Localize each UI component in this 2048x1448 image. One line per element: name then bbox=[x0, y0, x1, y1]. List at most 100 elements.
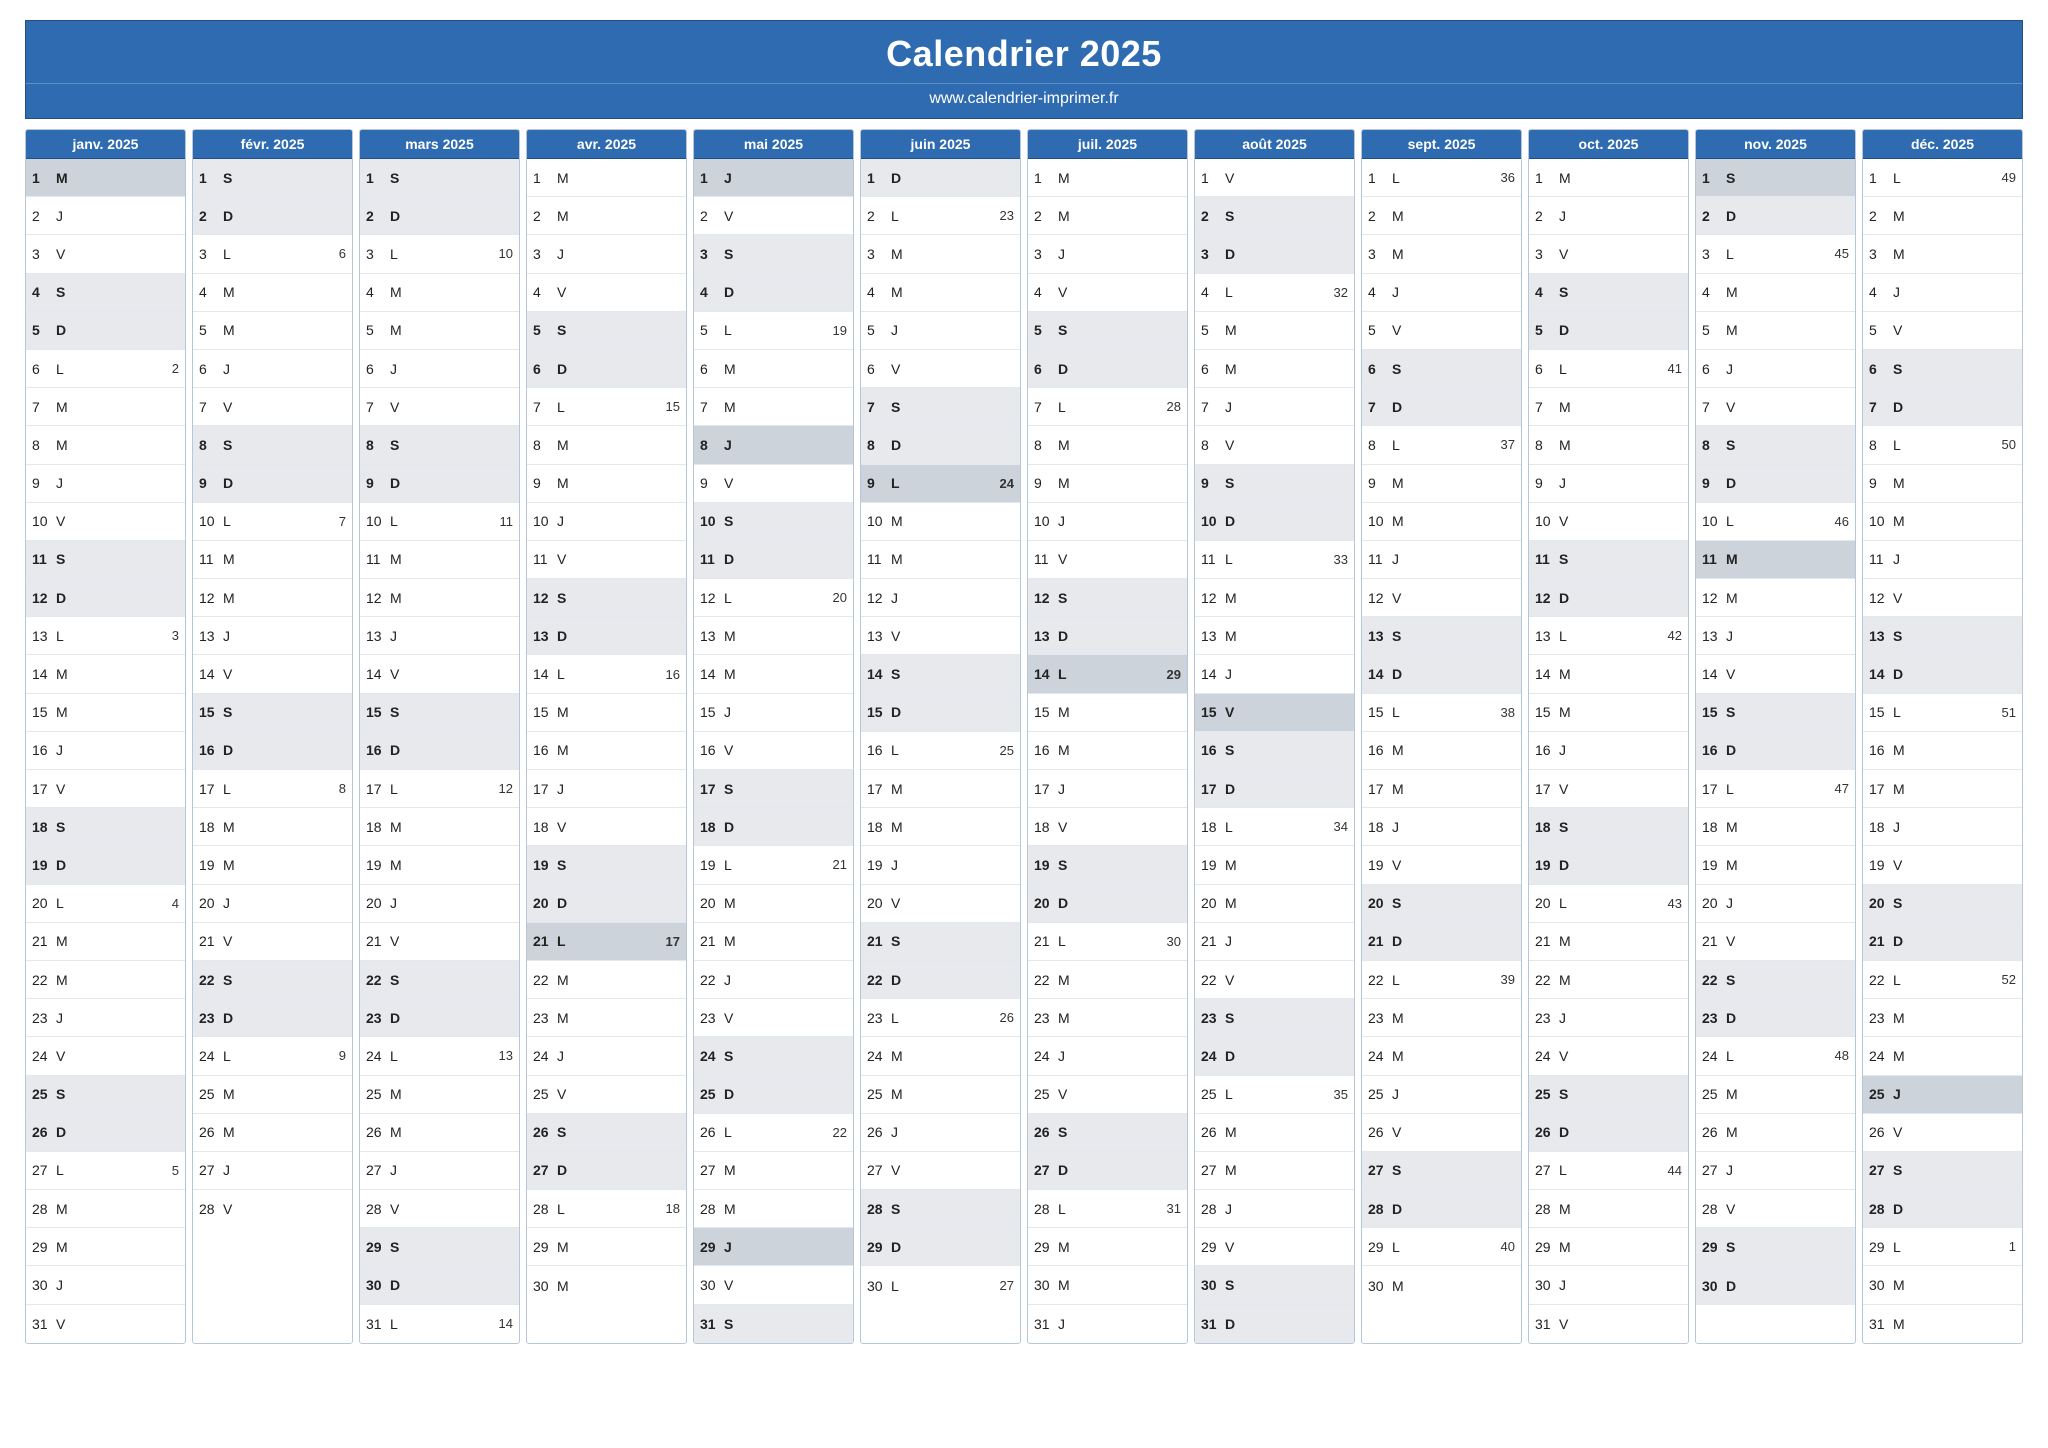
day-of-week: L bbox=[54, 361, 159, 377]
day-number: 19 bbox=[533, 857, 555, 873]
day-cell: 23V bbox=[694, 999, 853, 1037]
day-cell: 16D bbox=[360, 732, 519, 770]
day-of-week: S bbox=[555, 1124, 660, 1140]
day-cell: 28D bbox=[1362, 1190, 1521, 1228]
day-cell: 12J bbox=[861, 579, 1020, 617]
day-cell: 21M bbox=[26, 923, 185, 961]
day-cell: 8S bbox=[1696, 426, 1855, 464]
day-cell: 18S bbox=[1529, 808, 1688, 846]
day-cell: 19S bbox=[1028, 846, 1187, 884]
day-cell: 19M bbox=[1696, 846, 1855, 884]
day-number: 23 bbox=[533, 1010, 555, 1026]
day-of-week: L bbox=[889, 1010, 994, 1026]
day-number: 20 bbox=[32, 895, 54, 911]
day-cell: 11J bbox=[1863, 541, 2022, 579]
day-cell: 24D bbox=[1195, 1037, 1354, 1075]
day-number: 29 bbox=[32, 1239, 54, 1255]
week-number: 16 bbox=[660, 667, 680, 682]
day-cell: 4M bbox=[193, 274, 352, 312]
day-of-week: M bbox=[1557, 666, 1662, 682]
day-number: 14 bbox=[1201, 666, 1223, 682]
day-number: 10 bbox=[1201, 513, 1223, 529]
week-number: 46 bbox=[1829, 514, 1849, 529]
day-cell: 16L25 bbox=[861, 732, 1020, 770]
day-cell: 13M bbox=[1195, 617, 1354, 655]
day-number: 6 bbox=[199, 361, 221, 377]
day-of-week: J bbox=[1891, 284, 1996, 300]
day-number: 18 bbox=[700, 819, 722, 835]
day-number: 11 bbox=[1201, 551, 1223, 567]
day-number: 14 bbox=[700, 666, 722, 682]
week-number: 35 bbox=[1328, 1087, 1348, 1102]
day-cell: 8J bbox=[694, 426, 853, 464]
day-number: 10 bbox=[1368, 513, 1390, 529]
day-cell: 2M bbox=[1028, 197, 1187, 235]
day-of-week: D bbox=[54, 322, 159, 338]
day-number: 2 bbox=[1869, 208, 1891, 224]
day-cell: 17J bbox=[1028, 770, 1187, 808]
day-number: 30 bbox=[1034, 1277, 1056, 1293]
day-of-week: V bbox=[1390, 1124, 1495, 1140]
week-number: 2 bbox=[159, 361, 179, 376]
week-number: 11 bbox=[493, 514, 513, 529]
day-cell: 10L46 bbox=[1696, 503, 1855, 541]
day-number: 13 bbox=[1535, 628, 1557, 644]
day-cell: 28V bbox=[1696, 1190, 1855, 1228]
week-number: 12 bbox=[493, 781, 513, 796]
day-of-week: J bbox=[1891, 819, 1996, 835]
day-of-week: D bbox=[1390, 933, 1495, 949]
day-number: 21 bbox=[533, 933, 555, 949]
day-of-week: V bbox=[1724, 399, 1829, 415]
day-cell: 23M bbox=[1362, 999, 1521, 1037]
day-cell: 15M bbox=[527, 694, 686, 732]
day-number: 23 bbox=[1201, 1010, 1223, 1026]
week-number: 51 bbox=[1996, 705, 2016, 720]
day-cell: 3M bbox=[1863, 235, 2022, 273]
day-number: 27 bbox=[1702, 1162, 1724, 1178]
day-cell: 15M bbox=[1529, 694, 1688, 732]
day-number: 30 bbox=[1201, 1277, 1223, 1293]
day-number: 24 bbox=[533, 1048, 555, 1064]
day-of-week: J bbox=[54, 475, 159, 491]
day-of-week: L bbox=[889, 475, 994, 491]
day-number: 12 bbox=[1368, 590, 1390, 606]
day-cell: 5D bbox=[26, 312, 185, 350]
day-of-week: J bbox=[1557, 742, 1662, 758]
day-cell: 20L4 bbox=[26, 885, 185, 923]
day-of-week: V bbox=[1056, 819, 1161, 835]
day-cell: 23D bbox=[1696, 999, 1855, 1037]
day-cell: 9J bbox=[1529, 465, 1688, 503]
day-cell: 22S bbox=[193, 961, 352, 999]
day-of-week: J bbox=[1724, 895, 1829, 911]
day-of-week: V bbox=[54, 781, 159, 797]
day-of-week: S bbox=[1223, 1010, 1328, 1026]
day-cell: 14M bbox=[1529, 655, 1688, 693]
day-of-week: L bbox=[221, 513, 326, 529]
day-of-week: M bbox=[1056, 208, 1161, 224]
day-number: 22 bbox=[533, 972, 555, 988]
day-cell: 13V bbox=[861, 617, 1020, 655]
day-cell: 2J bbox=[1529, 197, 1688, 235]
day-of-week: L bbox=[221, 1048, 326, 1064]
day-of-week: J bbox=[555, 246, 660, 262]
week-number: 19 bbox=[827, 323, 847, 338]
day-of-week: J bbox=[1223, 399, 1328, 415]
day-of-week: L bbox=[1056, 933, 1161, 949]
day-number: 27 bbox=[32, 1162, 54, 1178]
day-of-week: M bbox=[221, 857, 326, 873]
week-number: 30 bbox=[1161, 934, 1181, 949]
day-number: 20 bbox=[1201, 895, 1223, 911]
day-number: 13 bbox=[1201, 628, 1223, 644]
day-number: 22 bbox=[867, 972, 889, 988]
day-number: 9 bbox=[700, 475, 722, 491]
day-cell: 5S bbox=[527, 312, 686, 350]
day-number: 3 bbox=[1368, 246, 1390, 262]
day-of-week: S bbox=[722, 781, 827, 797]
day-of-week: S bbox=[1724, 170, 1829, 186]
day-of-week: S bbox=[1390, 1162, 1495, 1178]
day-of-week: L bbox=[889, 1278, 994, 1294]
day-of-week: D bbox=[555, 628, 660, 644]
day-number: 16 bbox=[1869, 742, 1891, 758]
day-of-week: M bbox=[54, 666, 159, 682]
day-cell: 6J bbox=[1696, 350, 1855, 388]
